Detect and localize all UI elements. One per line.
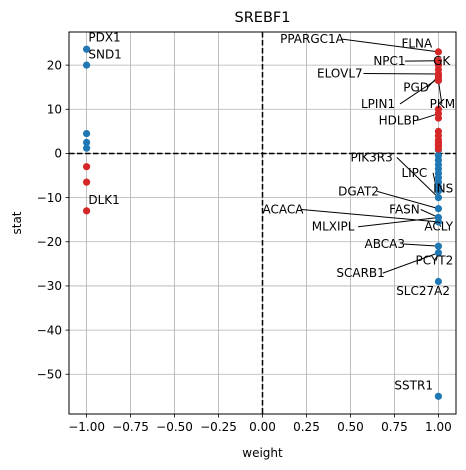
data-point [82, 129, 91, 138]
annotation-labels: PDX1 SND1 DLK1 PPARGC1A FLNA NPC1 GK ELOVL7 PGD L… [88, 31, 455, 393]
x-tick-label: −1.00 [68, 420, 105, 434]
x-tick-label: −0.50 [156, 420, 193, 434]
data-point [434, 194, 443, 202]
annotation-label: SLC27A2 [396, 284, 450, 298]
annotation-label: PDX1 [88, 31, 120, 45]
x-tick-label: 0.75 [381, 420, 408, 434]
reference-lines [69, 32, 456, 414]
y-axis-ticks: −50 −40 −30 −20 −10 0 10 20 [37, 58, 69, 382]
data-point [82, 45, 91, 53]
annotation-label: ACACA [263, 203, 305, 217]
y-axis-label: stat [10, 211, 24, 234]
annotation-label: HDLBP [379, 113, 419, 127]
x-tick-label: −0.25 [200, 420, 237, 434]
annotation-label: DLK1 [88, 193, 119, 207]
data-point [82, 138, 91, 147]
data-point [434, 76, 443, 85]
annotation-label: LPIN1 [361, 97, 395, 111]
data-point [434, 218, 443, 226]
data-point [434, 392, 443, 400]
annotation-label: FLNA [401, 36, 433, 50]
annotation-arrow [358, 216, 439, 228]
x-tick-label: 0.00 [249, 420, 276, 434]
y-tick-label: −30 [37, 279, 62, 293]
annotation-label: SSTR1 [394, 379, 433, 393]
annotation-label: ABCA3 [365, 237, 405, 251]
annotation-arrow [396, 157, 439, 198]
annotation-label: PPARGC1A [280, 32, 345, 46]
annotation-arrow [399, 77, 439, 105]
y-tick-label: 0 [54, 147, 62, 161]
annotation-label: PIK3R3 [350, 150, 392, 164]
annotation-label: MLXIPL [312, 220, 355, 234]
x-tick-label: −0.75 [112, 420, 149, 434]
y-tick-label: −10 [37, 191, 62, 205]
data-point [82, 178, 91, 186]
annotation-arrow [403, 243, 439, 247]
annotation-arrow [417, 113, 439, 121]
data-point [434, 242, 443, 250]
annotation-label: SCARB1 [336, 266, 384, 280]
y-tick-label: −40 [37, 323, 62, 337]
annotation-label: SND1 [88, 47, 121, 61]
data-point [82, 144, 91, 152]
x-tick-label: 0.25 [293, 420, 320, 434]
data-point [434, 277, 443, 286]
data-point [434, 114, 443, 122]
data-point [434, 145, 443, 153]
data-point [434, 187, 443, 195]
annotation-label: FASN [389, 203, 420, 217]
data-point [82, 61, 91, 69]
annotation-arrow [377, 190, 439, 210]
data-point [434, 205, 443, 213]
annotation-label: PGD [403, 81, 429, 95]
y-tick-label: 10 [47, 103, 62, 117]
annotation-label: PKM [430, 97, 455, 111]
data-point [434, 249, 443, 257]
data-point [82, 163, 91, 171]
annotation-arrow [437, 80, 443, 105]
annotation-label: LIPC [401, 166, 427, 180]
annotation-label: ELOVL7 [317, 66, 363, 80]
annotation-label: GK [433, 54, 451, 68]
data-point [82, 207, 91, 215]
annotation-arrow [382, 252, 439, 274]
annotation-label: DGAT2 [338, 184, 379, 198]
annotation-label: NPC1 [373, 54, 405, 68]
annotation-label: PCYT2 [416, 254, 454, 268]
y-tick-label: 20 [47, 58, 62, 72]
x-tick-label: 0.50 [337, 420, 364, 434]
annotation-arrow [341, 38, 439, 53]
x-axis-ticks: −1.00 −0.75 −0.50 −0.25 0.00 0.25 0.50 0.75 1.00 [68, 414, 452, 434]
annotation-label: ACLY [424, 220, 453, 234]
data-point [434, 48, 443, 56]
data-points [82, 45, 443, 400]
y-tick-label: −20 [37, 235, 62, 249]
x-tick-label: 1.00 [425, 420, 452, 434]
chart-title: SREBF1 [235, 10, 291, 26]
x-axis-label: weight [242, 446, 283, 460]
y-tick-label: −50 [37, 368, 62, 382]
annotation-label: INS [433, 181, 453, 195]
